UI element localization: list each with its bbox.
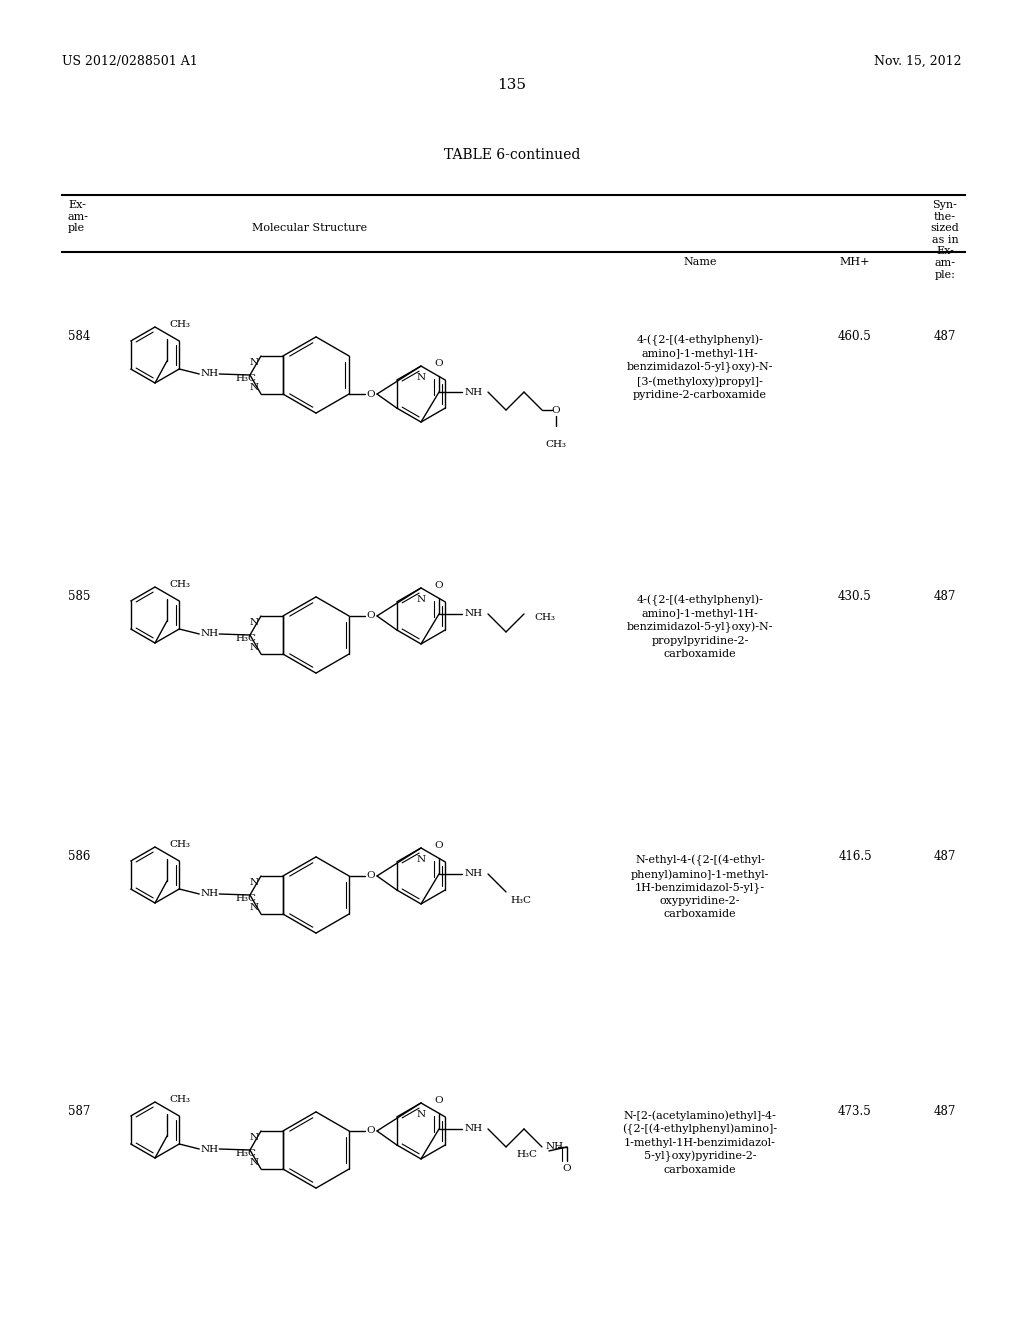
Text: Syn-
the-
sized
as in
Ex-
am-
ple:: Syn- the- sized as in Ex- am- ple:	[931, 201, 959, 280]
Text: N: N	[417, 595, 426, 605]
Text: O: O	[434, 1096, 443, 1105]
Text: 135: 135	[498, 78, 526, 92]
Text: N: N	[250, 1158, 259, 1167]
Text: N: N	[417, 1110, 426, 1119]
Text: TABLE 6-continued: TABLE 6-continued	[443, 148, 581, 162]
Text: N: N	[250, 358, 259, 367]
Text: O: O	[367, 1126, 376, 1135]
Text: O: O	[367, 389, 376, 399]
Text: N: N	[417, 374, 426, 381]
Text: O: O	[562, 1164, 571, 1173]
Text: H₃C: H₃C	[234, 1148, 256, 1158]
Text: O: O	[434, 581, 443, 590]
Text: NH: NH	[200, 630, 218, 639]
Text: NH: NH	[465, 870, 483, 878]
Text: O: O	[552, 405, 560, 414]
Text: NH: NH	[200, 370, 218, 379]
Text: 473.5: 473.5	[838, 1105, 871, 1118]
Text: N-ethyl-4-({2-[(4-ethyl-
phenyl)amino]-1-methyl-
1H-benzimidazol-5-yl}-
oxypyrid: N-ethyl-4-({2-[(4-ethyl- phenyl)amino]-1…	[631, 855, 769, 919]
Text: H₃C: H₃C	[510, 896, 531, 906]
Text: CH₃: CH₃	[169, 1096, 190, 1104]
Text: Molecular Structure: Molecular Structure	[253, 223, 368, 234]
Text: 487: 487	[934, 590, 956, 603]
Text: Name: Name	[683, 257, 717, 267]
Text: Ex-
am-
ple: Ex- am- ple	[68, 201, 89, 234]
Text: 4-({2-[(4-ethylphenyl)-
amino]-1-methyl-1H-
benzimidazol-5-yl}oxy)-N-
propylpyri: 4-({2-[(4-ethylphenyl)- amino]-1-methyl-…	[627, 595, 773, 659]
Text: 587: 587	[68, 1105, 90, 1118]
Text: 430.5: 430.5	[838, 590, 871, 603]
Text: N: N	[250, 1133, 259, 1142]
Text: N: N	[250, 643, 259, 652]
Text: US 2012/0288501 A1: US 2012/0288501 A1	[62, 55, 198, 69]
Text: 4-({2-[(4-ethylphenyl)-
amino]-1-methyl-1H-
benzimidazol-5-yl}oxy)-N-
[3-(methyl: 4-({2-[(4-ethylphenyl)- amino]-1-methyl-…	[627, 335, 773, 400]
Text: Nov. 15, 2012: Nov. 15, 2012	[874, 55, 962, 69]
Text: H₃C: H₃C	[234, 374, 256, 383]
Text: O: O	[434, 841, 443, 850]
Text: CH₃: CH₃	[534, 614, 555, 623]
Text: O: O	[367, 611, 376, 620]
Text: H₃C: H₃C	[234, 894, 256, 903]
Text: N: N	[417, 855, 426, 865]
Text: NH: NH	[200, 1144, 218, 1154]
Text: CH₃: CH₃	[546, 440, 566, 449]
Text: NH: NH	[465, 388, 483, 396]
Text: O: O	[367, 871, 376, 880]
Text: NH: NH	[465, 1125, 483, 1134]
Text: 487: 487	[934, 1105, 956, 1118]
Text: H₃C: H₃C	[516, 1151, 537, 1159]
Text: H₃C: H₃C	[234, 634, 256, 643]
Text: N-[2-(acetylamino)ethyl]-4-
({2-[(4-ethylphenyl)amino]-
1-methyl-1H-benzimidazol: N-[2-(acetylamino)ethyl]-4- ({2-[(4-ethy…	[623, 1110, 777, 1175]
Text: NH: NH	[465, 610, 483, 619]
Text: N: N	[250, 383, 259, 392]
Text: CH₃: CH₃	[169, 319, 190, 329]
Text: 487: 487	[934, 330, 956, 343]
Text: CH₃: CH₃	[169, 840, 190, 849]
Text: 416.5: 416.5	[839, 850, 871, 863]
Text: NH: NH	[546, 1142, 564, 1151]
Text: 460.5: 460.5	[838, 330, 871, 343]
Text: N: N	[250, 878, 259, 887]
Text: N: N	[250, 903, 259, 912]
Text: 585: 585	[68, 590, 90, 603]
Text: 586: 586	[68, 850, 90, 863]
Text: CH₃: CH₃	[169, 579, 190, 589]
Text: MH+: MH+	[840, 257, 870, 267]
Text: NH: NH	[200, 890, 218, 899]
Text: N: N	[250, 618, 259, 627]
Text: 584: 584	[68, 330, 90, 343]
Text: 487: 487	[934, 850, 956, 863]
Text: O: O	[434, 359, 443, 368]
